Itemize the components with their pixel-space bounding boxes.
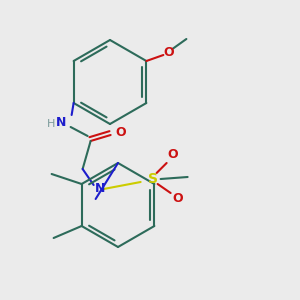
Text: N: N	[56, 116, 66, 130]
Text: O: O	[115, 125, 126, 139]
Text: O: O	[163, 46, 174, 59]
Text: O: O	[167, 148, 178, 160]
Text: N: N	[94, 182, 105, 196]
Text: O: O	[172, 193, 183, 206]
Text: H: H	[46, 119, 55, 129]
Text: S: S	[148, 172, 158, 186]
